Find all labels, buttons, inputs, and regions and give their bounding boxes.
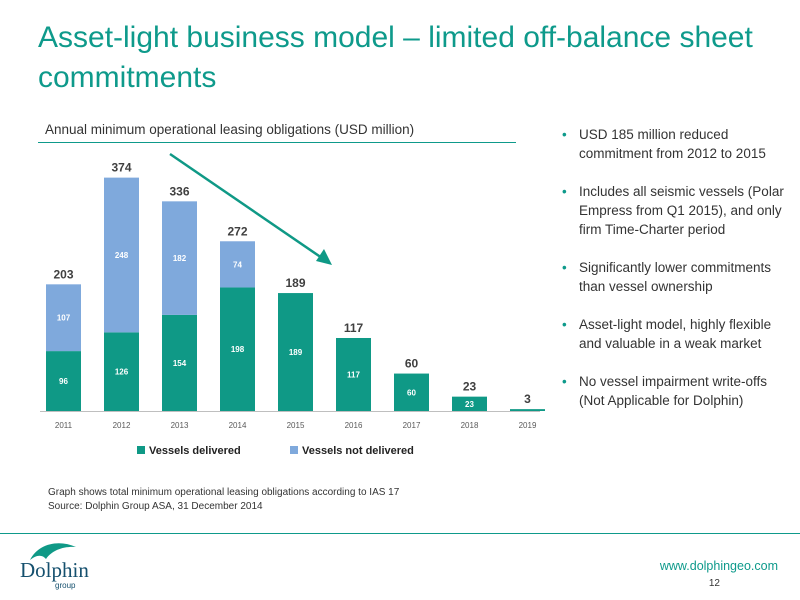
x-tick-label: 2015 <box>287 421 305 430</box>
bar-not-delivered <box>46 284 81 352</box>
bullet-text: Significantly lower commitments than ves… <box>579 260 772 294</box>
bullet-dot-icon: • <box>562 127 567 142</box>
bullet-text: Includes all seismic vessels (Polar Empr… <box>579 184 784 237</box>
bullet-text: USD 185 million reduced commitment from … <box>579 127 766 161</box>
total-label: 117 <box>344 321 364 335</box>
x-tick-label: 2011 <box>55 421 73 430</box>
total-label: 272 <box>227 224 247 238</box>
bullet-text: No vessel impairment write-offs (Not App… <box>579 374 768 408</box>
segment-value-label: 248 <box>115 251 129 260</box>
total-label: 336 <box>169 184 189 198</box>
bar-delivered <box>278 293 313 411</box>
trend-arrow-head <box>316 249 332 265</box>
dolphin-logo: Dolphin group <box>20 543 89 590</box>
bar-delivered <box>220 287 255 411</box>
bar-not-delivered <box>104 177 139 333</box>
bullet-dot-icon: • <box>562 374 567 389</box>
segment-value-label: 189 <box>289 348 303 357</box>
key-points-list: • USD 185 million reduced commitment from… <box>562 125 787 429</box>
total-label: 203 <box>53 267 73 281</box>
slide-title: Asset-light business model – limited off… <box>38 21 753 94</box>
total-label: 23 <box>463 380 477 394</box>
segment-value-label: 74 <box>233 260 242 269</box>
total-label: 3 <box>524 392 531 406</box>
total-label: 60 <box>405 357 419 371</box>
bullet-dot-icon: • <box>562 317 567 332</box>
bar-delivered <box>46 351 81 411</box>
segment-value-label: 60 <box>407 388 416 397</box>
bar-delivered <box>104 332 139 411</box>
bar-not-delivered <box>162 201 197 315</box>
dolphin-fin-icon <box>30 543 76 560</box>
legend-not-delivered-swatch <box>290 446 298 454</box>
segment-value-label: 126 <box>115 368 129 377</box>
bar-not-delivered <box>220 241 255 288</box>
segment-value-label: 198 <box>231 345 245 354</box>
x-tick-label: 2012 <box>113 421 131 430</box>
bar-delivered <box>336 337 371 411</box>
trend-arrow-line <box>169 152 323 260</box>
x-tick-label: 2016 <box>345 421 363 430</box>
bullet-item: • Significantly lower commitments than ve… <box>562 258 787 296</box>
segment-value-label: 154 <box>173 359 187 368</box>
footer-divider <box>0 533 800 534</box>
segment-value-label: 96 <box>59 377 68 386</box>
total-label: 374 <box>111 161 131 175</box>
total-label: 189 <box>285 276 305 290</box>
bullet-item: • USD 185 million reduced commitment from… <box>562 125 787 163</box>
segment-value-label: 107 <box>57 314 71 323</box>
segment-value-label: 117 <box>347 370 360 379</box>
leasing-obligations-chart: 9610720320111262483742012154182336201319… <box>40 152 545 430</box>
bar-delivered <box>394 373 429 411</box>
legend-delivered-label: Vessels delivered <box>149 445 241 457</box>
legend-delivered: Vessels delivered <box>137 445 241 457</box>
legend-not-delivered-label: Vessels not delivered <box>302 445 414 457</box>
bar-delivered <box>510 409 545 411</box>
heading-divider <box>38 142 516 143</box>
x-tick-label: 2013 <box>171 421 189 430</box>
logo-wordmark: Dolphin <box>20 558 89 582</box>
bullet-text: Asset-light model, highly flexible and v… <box>579 317 772 351</box>
bullet-item: • Asset-light model, highly flexible and … <box>562 315 787 353</box>
bar-delivered <box>162 314 197 411</box>
bullet-dot-icon: • <box>562 260 567 275</box>
ias-note: Graph shows total minimum operational le… <box>48 487 400 498</box>
logo-subtext: group <box>55 581 76 590</box>
segment-value-label: 23 <box>465 400 474 409</box>
x-tick-label: 2014 <box>229 421 247 430</box>
legend-delivered-swatch <box>137 446 145 454</box>
bullet-item: • Includes all seismic vessels (Polar Emp… <box>562 182 787 239</box>
bullet-item: • No vessel impairment write-offs (Not Ap… <box>562 372 787 410</box>
page-number: 12 <box>708 578 720 589</box>
website-link[interactable]: www.dolphingeo.com <box>659 559 778 573</box>
bar-delivered <box>452 396 487 411</box>
source-note: Source: Dolphin Group ASA, 31 December 2… <box>48 501 263 512</box>
chart-heading: Annual minimum operational leasing oblig… <box>45 122 415 137</box>
segment-value-label: 182 <box>173 254 187 263</box>
x-tick-label: 2018 <box>461 421 479 430</box>
x-tick-label: 2017 <box>403 421 421 430</box>
bullet-dot-icon: • <box>562 184 567 199</box>
legend-not-delivered: Vessels not delivered <box>290 445 414 457</box>
x-tick-label: 2019 <box>519 421 537 430</box>
